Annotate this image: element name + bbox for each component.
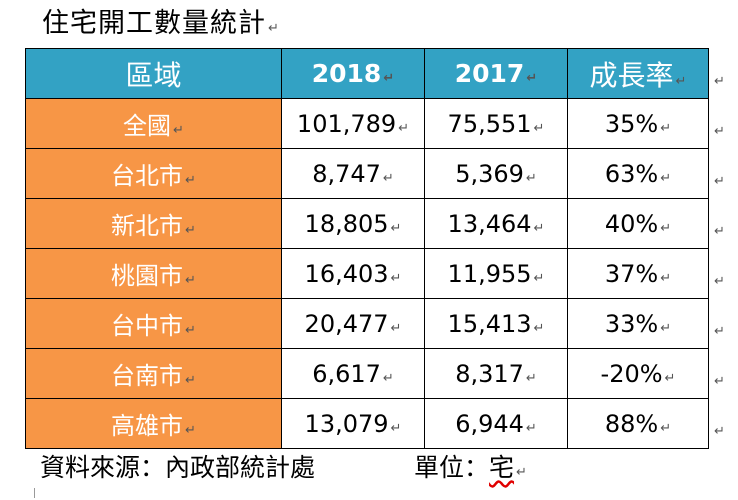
paragraph-mark-icon: ↵ (382, 170, 394, 186)
growth-cell: -20% ↵ (567, 348, 709, 399)
growth-cell: 33% ↵ (567, 298, 709, 349)
paragraph-mark-icon: ↵ (533, 320, 545, 336)
value-2017-cell: 75,551 ↵ (424, 98, 568, 149)
unit-note: 單位：宅 ↵ (414, 450, 527, 491)
paragraph-mark-icon: ↵ (185, 223, 196, 238)
paragraph-mark-icon: ↵ (660, 170, 672, 186)
paragraph-mark-icon: ↵ (382, 370, 394, 386)
title-text: 住宅開工數量統計 (42, 8, 266, 39)
paragraph-mark-icon: ↵ (390, 270, 402, 286)
region-cell: 桃園市 ↵ (25, 248, 282, 299)
value-2018-cell: 18,805 ↵ (281, 198, 425, 249)
paragraph-mark-icon: ↵ (185, 173, 196, 188)
paragraph-mark-icon: ↵ (185, 323, 196, 338)
growth-cell: 37% ↵ (567, 248, 709, 299)
paragraph-mark-icon: ↵ (525, 420, 537, 436)
value-2017-cell: 8,317 ↵ (424, 348, 568, 399)
header-region: 區域 (25, 48, 282, 99)
growth-cell: 63% ↵ (567, 148, 709, 199)
table-header-row: 區域 2018 ↵ 2017 ↵ 成長率 ↵ (25, 48, 709, 99)
value-2017-cell: 5,369 ↵ (424, 148, 568, 199)
row-end-mark-icon: ↵ (714, 224, 725, 239)
value-2018-cell: 20,477 ↵ (281, 298, 425, 349)
table-row: 台中市 ↵ 20,477 ↵ 15,413 ↵ 33% ↵ (25, 298, 709, 349)
row-end-mark-icon: ↵ (714, 324, 725, 339)
row-end-mark-icon: ↵ (714, 424, 725, 439)
header-growth: 成長率 ↵ (567, 48, 709, 99)
region-cell: 台中市 ↵ (25, 298, 282, 349)
paragraph-mark-icon: ↵ (664, 370, 676, 386)
table-body: 全國 ↵ 101,789 ↵ 75,551 ↵ 35% ↵ 台北市 ↵ 8,747 ↵ 5,369 ↵ 63… (25, 98, 709, 449)
text-cursor-icon (34, 488, 35, 498)
paragraph-mark-icon: ↵ (398, 120, 410, 136)
paragraph-mark-icon: ↵ (185, 273, 196, 288)
housing-starts-table: 區域 2018 ↵ 2017 ↵ 成長率 ↵ 全國 ↵ 101,789 ↵ 75,551 ↵ 35… (25, 48, 709, 449)
header-2018: 2018 ↵ (281, 48, 425, 99)
growth-cell: 88% ↵ (567, 398, 709, 449)
table-row: 桃園市 ↵ 16,403 ↵ 11,955 ↵ 37% ↵ (25, 248, 709, 299)
paragraph-mark-icon: ↵ (660, 270, 672, 286)
row-end-mark-icon: ↵ (714, 124, 725, 139)
table-row: 全國 ↵ 101,789 ↵ 75,551 ↵ 35% ↵ (25, 98, 709, 149)
header-2017: 2017 ↵ (424, 48, 568, 99)
paragraph-mark-icon: ↵ (390, 320, 402, 336)
paragraph-mark-icon: ↵ (185, 373, 196, 388)
value-2018-cell: 101,789 ↵ (281, 98, 425, 149)
paragraph-mark-icon: ↵ (660, 220, 672, 236)
row-end-mark-icon: ↵ (714, 174, 725, 189)
value-2017-cell: 11,955 ↵ (424, 248, 568, 299)
value-2018-cell: 13,079 ↵ (281, 398, 425, 449)
paragraph-mark-icon: ↵ (526, 71, 538, 86)
unit-label: 單位： (414, 453, 490, 482)
value-2018-cell: 6,617 ↵ (281, 348, 425, 399)
row-end-mark-icon: ↵ (714, 374, 725, 389)
paragraph-mark-icon: ↵ (268, 21, 280, 36)
growth-cell: 35% ↵ (567, 98, 709, 149)
paragraph-mark-icon: ↵ (525, 170, 537, 186)
paragraph-mark-icon: ↵ (533, 220, 545, 236)
paragraph-mark-icon: ↵ (390, 220, 402, 236)
document-title: 住宅開工數量統計 ↵ (42, 6, 280, 47)
row-end-mark-icon: ↵ (714, 274, 725, 289)
region-cell: 台南市 ↵ (25, 348, 282, 399)
paragraph-mark-icon: ↵ (383, 71, 395, 86)
region-cell: 全國 ↵ (25, 98, 282, 149)
paragraph-mark-icon: ↵ (173, 123, 184, 138)
row-end-mark-icon: ↵ (714, 74, 725, 89)
paragraph-mark-icon: ↵ (675, 73, 687, 89)
value-2017-cell: 13,464 ↵ (424, 198, 568, 249)
region-cell: 新北市 ↵ (25, 198, 282, 249)
growth-cell: 40% ↵ (567, 198, 709, 249)
paragraph-mark-icon: ↵ (660, 120, 672, 136)
paragraph-mark-icon: ↵ (533, 270, 545, 286)
region-cell: 台北市 ↵ (25, 148, 282, 199)
value-2017-cell: 15,413 ↵ (424, 298, 568, 349)
unit-value: 宅 (489, 453, 515, 482)
table-row: 台北市 ↵ 8,747 ↵ 5,369 ↵ 63% ↵ (25, 148, 709, 199)
table-row: 新北市 ↵ 18,805 ↵ 13,464 ↵ 40% ↵ (25, 198, 709, 249)
value-2018-cell: 16,403 ↵ (281, 248, 425, 299)
paragraph-mark-icon: ↵ (660, 320, 672, 336)
paragraph-mark-icon: ↵ (533, 120, 545, 136)
paragraph-mark-icon: ↵ (516, 465, 527, 480)
paragraph-mark-icon: ↵ (660, 420, 672, 436)
value-2018-cell: 8,747 ↵ (281, 148, 425, 199)
paragraph-mark-icon: ↵ (185, 423, 196, 438)
table-row: 台南市 ↵ 6,617 ↵ 8,317 ↵ -20% ↵ (25, 348, 709, 399)
table-row: 高雄市 ↵ 13,079 ↵ 6,944 ↵ 88% ↵ (25, 398, 709, 449)
region-cell: 高雄市 ↵ (25, 398, 282, 449)
source-note: 資料來源：內政部統計處 (40, 453, 316, 482)
value-2017-cell: 6,944 ↵ (424, 398, 568, 449)
paragraph-mark-icon: ↵ (525, 370, 537, 386)
paragraph-mark-icon: ↵ (390, 420, 402, 436)
